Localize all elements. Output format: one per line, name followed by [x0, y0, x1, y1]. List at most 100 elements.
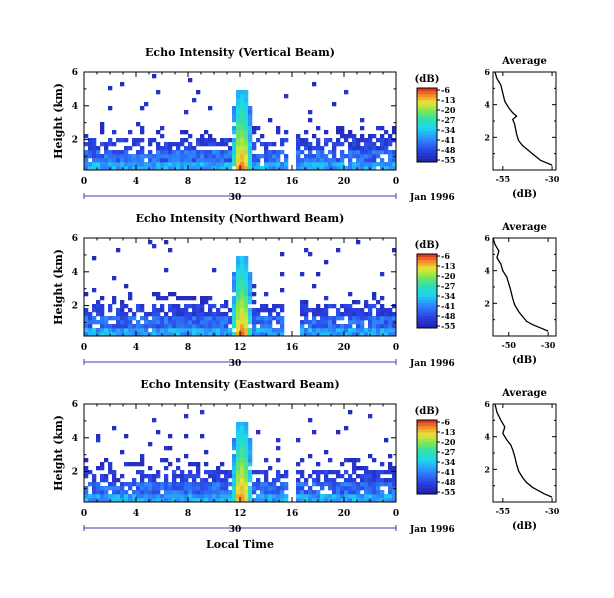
- heatmap-cell: [148, 320, 153, 325]
- heatmap-cell: [116, 494, 121, 499]
- heatmap-cell: [276, 166, 281, 171]
- heatmap-cell: [304, 146, 309, 151]
- heatmap-cell: [188, 312, 193, 317]
- heatmap-cell: [360, 162, 365, 167]
- heatmap-cell: [188, 320, 193, 325]
- heatmap-cell: [316, 126, 321, 131]
- heatmap-cell: [232, 284, 237, 289]
- heatmap-cell: [228, 490, 233, 495]
- heatmap-cell: [108, 328, 113, 333]
- heatmap-cell: [92, 138, 97, 143]
- heatmap-cell: [296, 142, 301, 147]
- heatmap-cell: [380, 146, 385, 151]
- colorbar-tick-label: -48: [441, 145, 456, 155]
- heatmap-cell: [272, 332, 277, 337]
- heatmap-cell: [92, 162, 97, 167]
- heatmap-cell: [364, 466, 369, 471]
- colorbar-segment: [417, 134, 437, 138]
- heatmap-cell: [244, 442, 249, 447]
- heatmap-cell: [120, 308, 125, 313]
- heatmap-cell: [172, 166, 177, 171]
- heatmap-cell: [220, 498, 225, 503]
- heatmap-cell: [208, 324, 213, 329]
- heatmap-cell: [156, 150, 161, 155]
- heatmap-cell: [196, 324, 201, 329]
- heatmap-cell: [240, 142, 245, 147]
- heatmap-cell: [244, 490, 249, 495]
- heatmap-cell: [160, 324, 165, 329]
- heatmap-cells: [84, 240, 397, 337]
- heatmap-cell: [308, 324, 313, 329]
- heatmap-cell: [92, 154, 97, 159]
- heatmap-cell: [380, 494, 385, 499]
- heatmap-cell: [372, 316, 377, 321]
- heatmap-cell: [168, 332, 173, 337]
- heatmap-cell: [208, 482, 213, 487]
- heatmap-cell: [260, 324, 265, 329]
- heatmap-cell: [176, 320, 181, 325]
- heatmap-cell: [368, 158, 373, 163]
- heatmap-cell: [232, 118, 237, 123]
- heatmap-cell: [180, 320, 185, 325]
- heatmap-cell: [236, 142, 241, 147]
- heatmap-cell: [380, 478, 385, 483]
- heatmap-cell: [224, 150, 229, 155]
- heatmap-cell: [208, 138, 213, 143]
- heatmap-cell: [200, 300, 205, 305]
- heatmap-cell: [368, 162, 373, 167]
- heatmap-cell: [320, 332, 325, 337]
- heatmap-cell: [100, 320, 105, 325]
- heatmap-cell: [244, 308, 249, 313]
- heatmap-cell: [200, 482, 205, 487]
- heatmap-cell: [364, 304, 369, 309]
- heatmap-cell: [232, 486, 237, 491]
- heatmap-cell: [264, 482, 269, 487]
- heatmap-cell: [248, 114, 253, 119]
- colorbar-tick-label: -34: [441, 291, 456, 301]
- colorbar-segment: [417, 432, 437, 436]
- heatmap-cell: [136, 142, 141, 147]
- y-tick-label: 4: [72, 268, 78, 278]
- heatmap-cell: [104, 458, 109, 463]
- heatmap-cell: [128, 482, 133, 487]
- heatmap-cell: [312, 324, 317, 329]
- heatmap-cell: [240, 470, 245, 475]
- colorbar-segment: [417, 121, 437, 126]
- colorbar-segment: [417, 309, 437, 313]
- heatmap-cell: [240, 268, 245, 273]
- heatmap-cell: [380, 138, 385, 143]
- heatmap-cell: [140, 130, 145, 135]
- heatmap-cell: [332, 158, 337, 163]
- heatmap-cell: [284, 154, 289, 159]
- heatmap-cell: [296, 138, 301, 143]
- heatmap-cell: [248, 316, 253, 321]
- heatmap-cell: [356, 146, 361, 151]
- heatmap-cell: [192, 324, 197, 329]
- average-frame: [492, 237, 557, 337]
- heatmap-cell: [260, 332, 265, 337]
- colorbar-segment: [417, 149, 437, 154]
- heatmap-cell: [248, 130, 253, 135]
- heatmap-cell: [208, 498, 213, 503]
- heatmap-cell: [340, 154, 345, 159]
- heatmap-cell: [300, 328, 305, 333]
- heatmap-cell: [100, 122, 105, 127]
- heatmap-cell: [120, 494, 125, 499]
- heatmap-cell: [208, 328, 213, 333]
- heatmap-cell: [340, 134, 345, 139]
- heatmap-cell: [256, 498, 261, 503]
- heatmap-cell: [336, 490, 341, 495]
- heatmap-cell: [296, 494, 301, 499]
- colorbar-segment: [417, 478, 437, 483]
- heatmap-cell: [348, 292, 353, 297]
- heatmap-cell: [256, 154, 261, 159]
- heatmap-cell: [384, 494, 389, 499]
- heatmap-cell: [244, 324, 249, 329]
- heatmap-cell: [216, 308, 221, 313]
- heatmap-cell: [244, 494, 249, 499]
- heatmap-cell: [164, 150, 169, 155]
- heatmap-cell: [192, 296, 197, 301]
- heatmap-cell: [132, 328, 137, 333]
- heatmap-cell: [264, 494, 269, 499]
- heatmap-cell: [168, 316, 173, 321]
